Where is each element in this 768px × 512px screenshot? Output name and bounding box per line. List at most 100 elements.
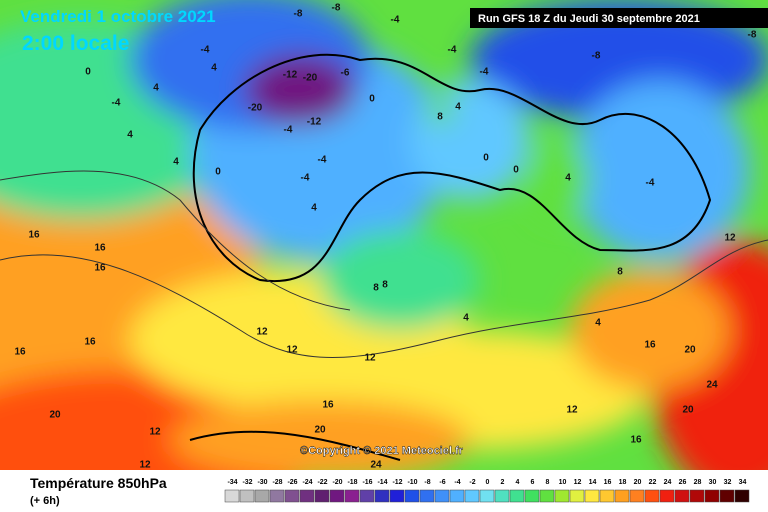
contour-label: 12 [149,427,161,438]
scale-label: -30 [257,479,267,486]
scale-swatch [344,489,360,503]
contour-label: -4 [201,45,210,56]
contour-label: -4 [284,125,293,136]
scale-label: 24 [664,479,672,486]
contour-label: 16 [630,435,642,446]
run-box [470,8,768,28]
scale-label: -4 [454,479,460,486]
scale-label: 26 [679,479,687,486]
scale-swatch [329,489,345,503]
scale-swatch [449,489,465,503]
scale-swatch [689,489,705,503]
contour-label: 0 [483,153,489,164]
contour-label: -4 [646,178,655,189]
scale-label: -2 [469,479,475,486]
scale-label: 22 [649,479,657,486]
legend-subtitle: (+ 6h) [30,495,60,507]
scale-label: 10 [559,479,567,486]
scale-swatch [584,489,600,503]
contour-label: 8 [437,112,443,123]
contour-label: -8 [294,9,303,20]
scale-swatch [389,489,405,503]
contour-label: 8 [617,267,623,278]
contour-label: 4 [173,157,179,168]
scale-label: -22 [317,479,327,486]
copyright: ©Copyright © 2021 Meteociel.fr [300,445,464,457]
scale-swatch [644,489,660,503]
scale-label: 28 [694,479,702,486]
contour-label: 4 [153,83,159,94]
scale-swatch [434,489,450,503]
contour-label: 12 [256,327,268,338]
time-label: 2:00 locale [22,32,129,55]
contour-label: 0 [85,67,91,78]
contour-label: 12 [566,405,578,416]
contour-label: 20 [684,345,696,356]
scale-label: 20 [634,479,642,486]
contour-label: -12 [307,117,322,128]
scale-label: 32 [724,479,732,486]
contour-label: 4 [463,313,469,324]
scale-label: 14 [589,479,597,486]
contour-label: 20 [49,410,61,421]
contour-label: -8 [332,3,341,14]
scale-swatch [419,489,435,503]
scale-label: -32 [242,479,252,486]
contour-label: 16 [94,263,106,274]
scale-label: -18 [347,479,357,486]
contour-label: -8 [748,30,757,41]
scale-label: -26 [287,479,297,486]
contour-label: 16 [94,243,106,254]
scale-swatch [704,489,720,503]
contour-label: -4 [391,15,400,26]
scale-label: 30 [709,479,717,486]
scale-swatch [314,489,330,503]
scale-swatch [299,489,315,503]
scale-swatch [494,489,510,503]
scale-swatch [479,489,495,503]
scale-swatch [629,489,645,503]
scale-swatch [524,489,540,503]
scale-label: 34 [739,479,747,486]
contour-label: 4 [211,63,217,74]
scale-swatch [404,489,420,503]
scale-label: -16 [362,479,372,486]
scale-swatch [374,489,390,503]
contour-label: 12 [364,353,376,364]
scale-swatch [659,489,675,503]
scale-swatch [464,489,480,503]
scale-label: -10 [407,479,417,486]
contour-label: 12 [724,233,736,244]
contour-label: 0 [369,94,375,105]
scale-swatch [719,489,735,503]
scale-label: 18 [619,479,627,486]
contour-label: 16 [644,340,656,351]
contour-label: 4 [311,203,317,214]
contour-label: -4 [112,98,121,109]
scale-label: -14 [377,479,387,486]
contour-label: -4 [480,67,489,78]
scale-swatch [254,489,270,503]
scale-label: -8 [424,479,430,486]
scale-swatch [359,489,375,503]
scale-label: 8 [546,479,550,486]
contour-label: -4 [318,155,327,166]
contour-label: -20 [248,103,263,114]
contour-label: 20 [682,405,694,416]
scale-swatch [674,489,690,503]
scale-swatch [569,489,585,503]
contour-label: -12 [283,70,298,81]
contour-label: 12 [139,460,151,471]
scale-swatch [734,489,750,503]
contour-label: 24 [370,460,382,471]
contour-label: 16 [14,347,26,358]
contour-label: 16 [28,230,40,241]
contour-label: 4 [595,318,601,329]
contour-label: 0 [215,167,221,178]
contour-label: 24 [706,380,718,391]
contour-label: 16 [84,337,96,348]
contour-label: -8 [592,51,601,62]
scale-label: 12 [574,479,582,486]
